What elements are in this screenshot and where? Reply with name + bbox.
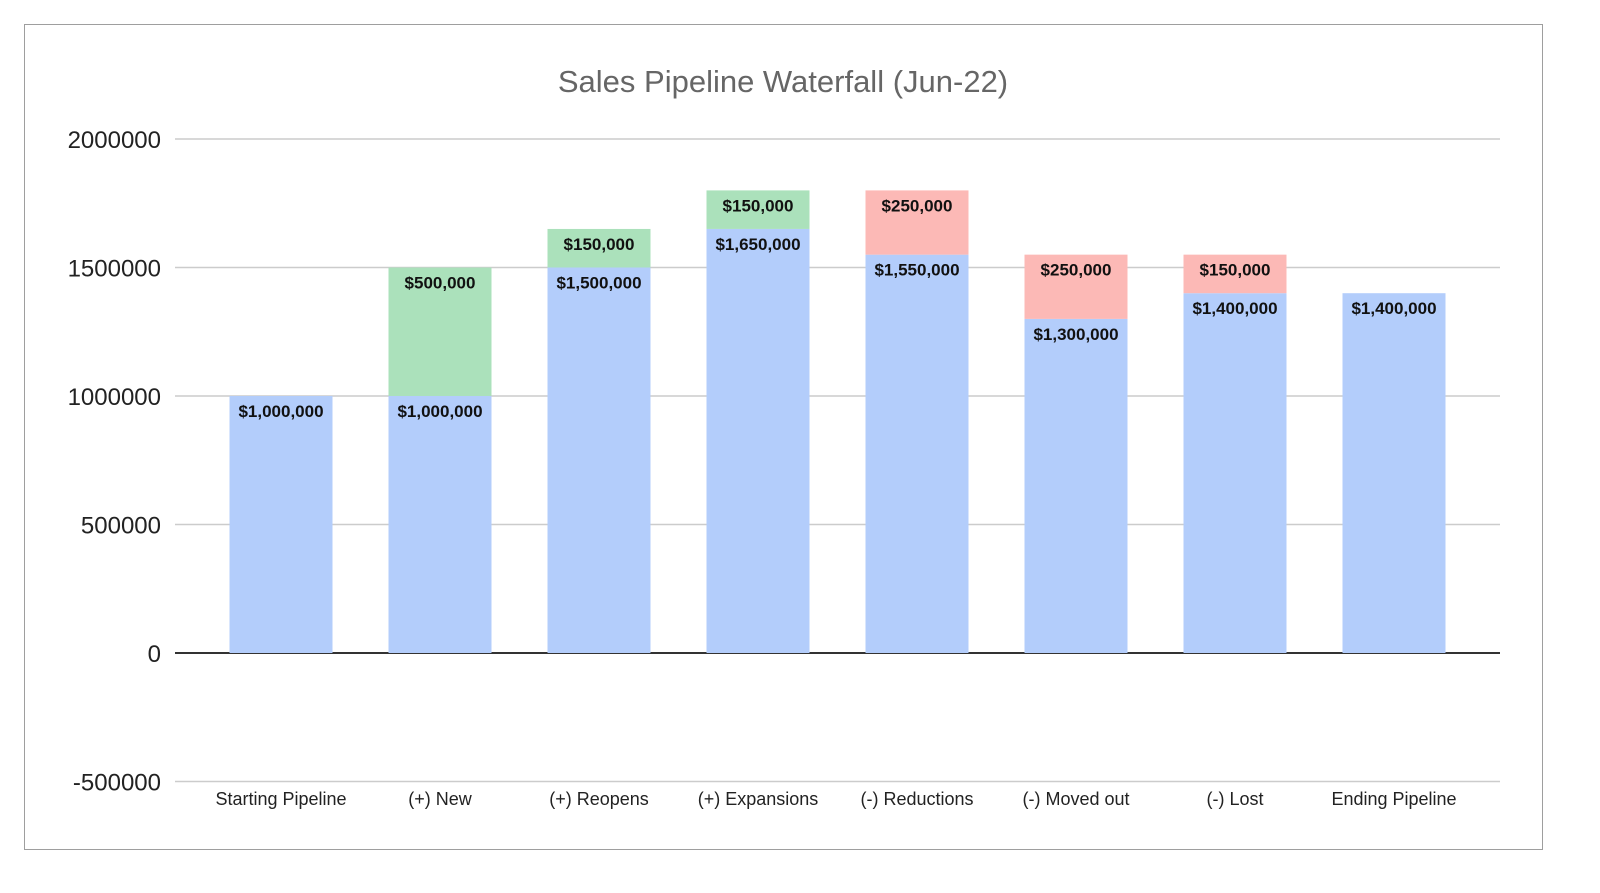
data-label: $150,000 bbox=[564, 235, 635, 254]
bar-base bbox=[1183, 293, 1287, 653]
y-tick-label: 0 bbox=[148, 641, 161, 668]
bar-base bbox=[229, 396, 333, 653]
bar-base bbox=[1342, 293, 1446, 653]
bar-base bbox=[547, 267, 651, 653]
data-label: $500,000 bbox=[405, 274, 476, 293]
data-label: $150,000 bbox=[1200, 261, 1271, 280]
y-tick-label: -500000 bbox=[73, 770, 161, 797]
data-label: $1,000,000 bbox=[238, 402, 323, 421]
bar-increase bbox=[706, 190, 810, 229]
bar-decrease bbox=[1024, 254, 1128, 319]
y-tick-label: 500000 bbox=[81, 513, 161, 540]
data-label: $150,000 bbox=[723, 196, 794, 215]
x-tick-label: (-) Moved out bbox=[1022, 789, 1129, 809]
bar-base bbox=[706, 228, 810, 653]
bar-decrease bbox=[865, 190, 969, 255]
bar-base bbox=[865, 254, 969, 653]
x-tick-label: (-) Reductions bbox=[860, 789, 973, 809]
x-tick-label: (+) New bbox=[408, 789, 473, 809]
chart-frame bbox=[24, 24, 1543, 850]
data-label: $1,650,000 bbox=[715, 235, 800, 254]
y-tick-label: 2000000 bbox=[68, 127, 161, 154]
x-tick-label: (-) Lost bbox=[1206, 789, 1263, 809]
y-tick-label: 1500000 bbox=[68, 256, 161, 283]
bar-decrease bbox=[1183, 254, 1287, 294]
x-tick-label: Starting Pipeline bbox=[215, 789, 346, 809]
x-tick-label: (+) Reopens bbox=[549, 789, 649, 809]
bar-base bbox=[1024, 318, 1128, 653]
data-label: $1,400,000 bbox=[1192, 299, 1277, 318]
data-label: $1,550,000 bbox=[874, 261, 959, 280]
x-tick-label: Ending Pipeline bbox=[1331, 789, 1456, 809]
data-label: $1,400,000 bbox=[1351, 299, 1436, 318]
x-tick-label: (+) Expansions bbox=[698, 789, 819, 809]
data-label: $250,000 bbox=[1041, 261, 1112, 280]
y-tick-label: 1000000 bbox=[68, 384, 161, 411]
bar-base bbox=[388, 396, 492, 653]
bar-increase bbox=[388, 267, 492, 396]
data-label: $1,000,000 bbox=[397, 402, 482, 421]
chart-title: Sales Pipeline Waterfall (Jun-22) bbox=[558, 64, 1008, 99]
data-label: $1,300,000 bbox=[1033, 325, 1118, 344]
data-label: $1,500,000 bbox=[556, 274, 641, 293]
data-label: $250,000 bbox=[882, 196, 953, 215]
bar-increase bbox=[547, 228, 651, 268]
